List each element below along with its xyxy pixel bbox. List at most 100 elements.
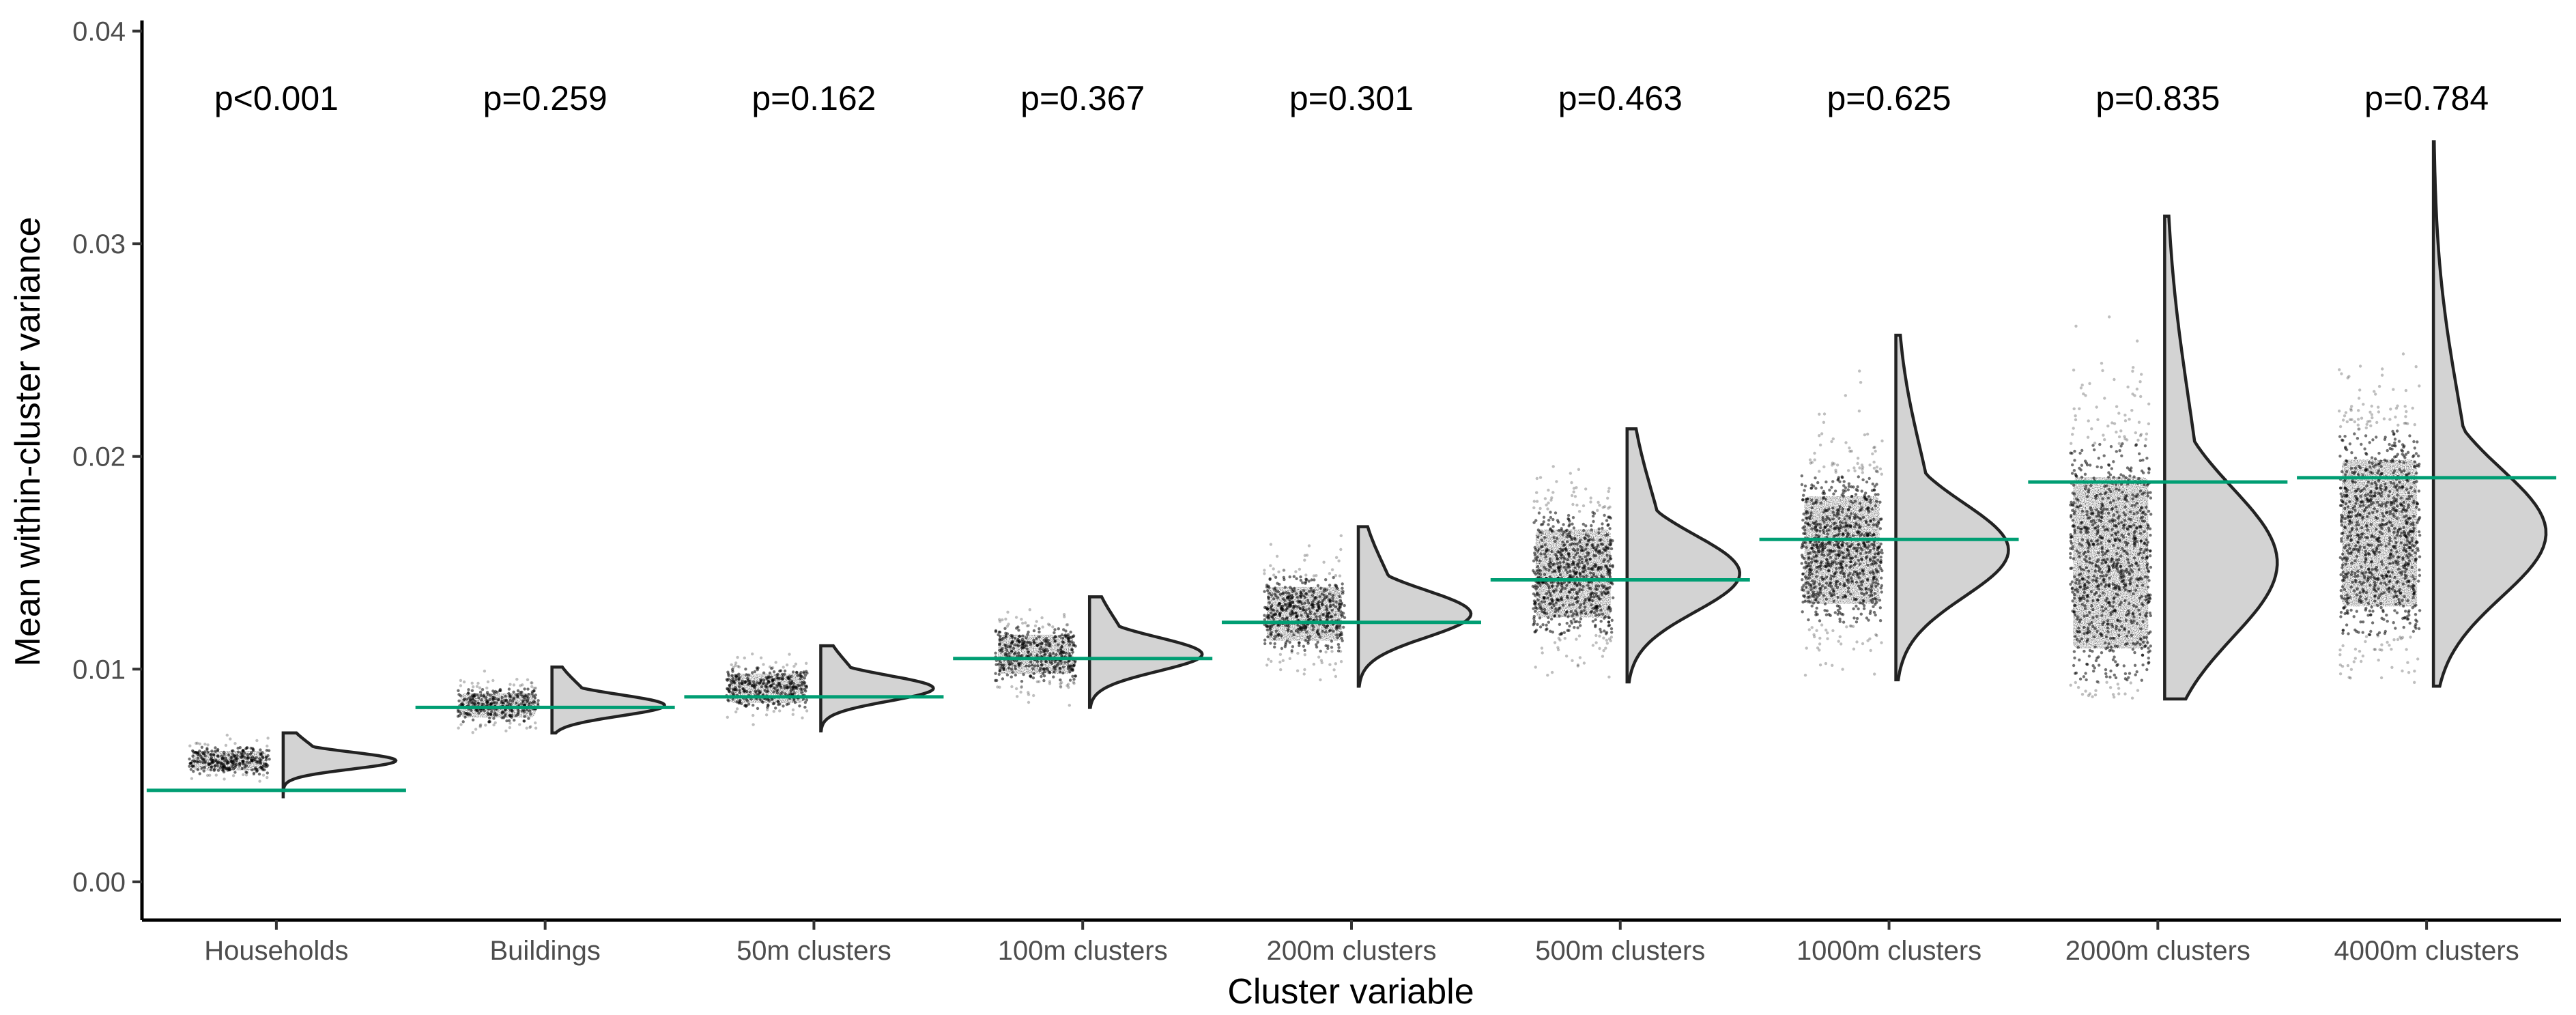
data-point	[476, 681, 480, 685]
data-point	[1020, 685, 1023, 689]
data-point	[1290, 649, 1293, 653]
data-point	[457, 726, 460, 730]
data-point	[1577, 468, 1581, 471]
data-point	[2408, 434, 2412, 438]
data-point	[1880, 439, 1884, 443]
data-point	[1594, 641, 1598, 644]
data-point	[498, 687, 502, 691]
data-point	[1874, 469, 1878, 472]
point-cloud	[2069, 315, 2153, 700]
data-point	[504, 729, 508, 733]
data-point	[752, 713, 755, 717]
data-point	[496, 690, 499, 694]
data-point	[2069, 552, 2072, 556]
data-point	[2358, 364, 2362, 368]
data-point	[1571, 522, 1574, 526]
data-point	[1313, 578, 1316, 582]
data-point	[2117, 692, 2121, 696]
data-point	[1275, 554, 1279, 558]
data-point	[1280, 646, 1284, 651]
data-point	[257, 772, 261, 776]
data-point	[1549, 515, 1553, 519]
data-point	[225, 733, 229, 737]
data-point	[2128, 672, 2132, 675]
data-point	[1584, 524, 1588, 528]
data-point	[2133, 663, 2137, 667]
data-point	[1801, 572, 1805, 575]
data-point	[2109, 669, 2113, 673]
data-point	[1281, 659, 1285, 662]
data-point	[2145, 432, 2149, 435]
data-point	[255, 739, 259, 743]
data-point	[1590, 524, 1593, 528]
data-point	[2350, 451, 2353, 455]
data-point	[1815, 629, 1818, 632]
data-point	[492, 723, 496, 727]
data-point	[2388, 644, 2391, 647]
data-point	[2417, 489, 2421, 493]
data-point	[2381, 367, 2384, 371]
data-point	[1549, 629, 1552, 633]
data-point	[266, 744, 269, 748]
data-point	[1263, 569, 1266, 572]
data-point	[1878, 527, 1883, 530]
data-point	[2070, 535, 2073, 539]
data-point	[1876, 493, 1880, 496]
data-point	[1598, 504, 1601, 507]
data-point	[2119, 473, 2123, 476]
data-point	[1539, 506, 1542, 511]
data-point	[1532, 623, 1535, 627]
data-point	[1272, 573, 1276, 577]
data-point	[2418, 384, 2421, 388]
data-point	[1801, 556, 1805, 559]
data-point	[766, 708, 769, 712]
data-point	[1294, 570, 1298, 573]
data-point	[526, 678, 530, 681]
data-point	[1807, 618, 1810, 622]
data-point	[751, 652, 754, 656]
data-point	[1334, 574, 1338, 577]
data-point	[2397, 440, 2401, 443]
data-point	[2365, 423, 2369, 426]
data-point	[1071, 674, 1074, 678]
data-point	[1567, 517, 1571, 521]
data-point	[1292, 575, 1296, 578]
data-point	[2373, 648, 2377, 651]
data-point	[1865, 616, 1869, 620]
data-point	[2072, 663, 2076, 668]
data-point	[2414, 365, 2418, 369]
data-point	[1542, 515, 1546, 519]
data-point	[1341, 591, 1345, 595]
data-point	[1596, 509, 1599, 512]
data-point	[1856, 457, 1860, 460]
data-point	[188, 744, 192, 747]
data-point	[1019, 690, 1022, 694]
data-point	[1832, 492, 1835, 496]
data-point	[200, 745, 204, 749]
data-point	[727, 674, 730, 678]
data-point	[1069, 630, 1072, 634]
data-point	[2080, 463, 2084, 467]
data-point	[2338, 435, 2342, 438]
p-value-label: p=0.301	[1289, 79, 1414, 117]
data-point	[198, 742, 201, 746]
data-point	[1565, 621, 1569, 625]
data-point	[2107, 471, 2110, 474]
data-point	[2074, 671, 2078, 675]
data-point	[2104, 675, 2108, 678]
data-point	[2123, 692, 2127, 696]
group-50m-clusters: p=0.162	[684, 79, 944, 732]
data-point	[1837, 611, 1842, 614]
data-point	[1265, 663, 1269, 667]
data-point	[1867, 476, 1871, 481]
data-point	[2078, 677, 2083, 681]
group-100m-clusters: p=0.367	[953, 79, 1213, 709]
data-point	[1857, 607, 1860, 611]
data-point	[2345, 420, 2349, 424]
data-point	[1031, 676, 1035, 680]
data-point	[2100, 466, 2103, 469]
data-point	[1532, 506, 1536, 510]
data-point	[774, 706, 777, 710]
data-point	[238, 746, 242, 749]
data-point	[2094, 659, 2098, 663]
